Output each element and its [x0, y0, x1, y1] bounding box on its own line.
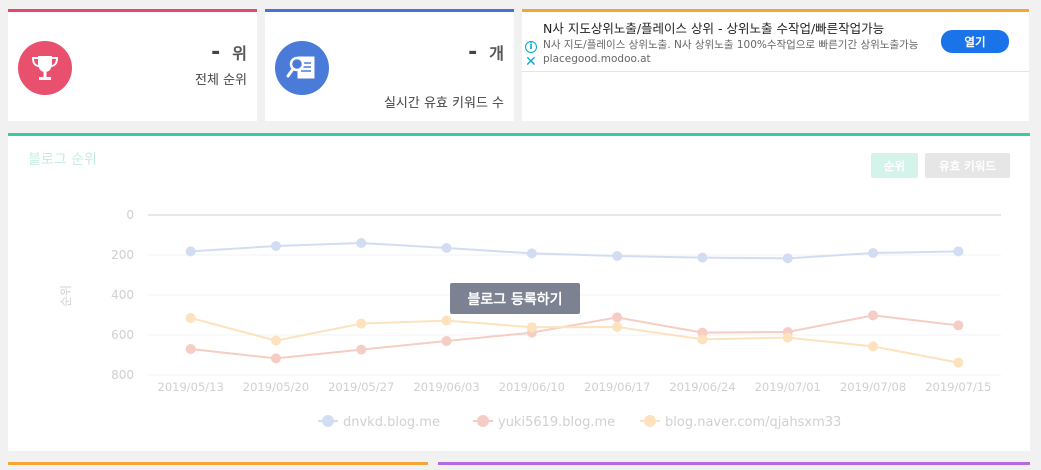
- data-point: [270, 335, 281, 346]
- keyword-count-label: 실시간 유효 키워드 수: [383, 96, 504, 111]
- close-icon[interactable]: ✕: [525, 54, 537, 70]
- bottom-card-accent-purple: [438, 462, 1030, 465]
- rank-value: - 위: [211, 40, 247, 64]
- y-tick-label: 400: [111, 288, 134, 302]
- data-point: [782, 332, 793, 343]
- data-point: [782, 253, 793, 264]
- bottom-card-accent-orange: [8, 462, 428, 465]
- x-tick-label: 2019/06/24: [669, 380, 735, 394]
- legend-label: blog.naver.com/qjahsxm33: [665, 415, 841, 430]
- x-tick-label: 2019/05/13: [158, 380, 224, 394]
- legend-swatch-marker: [644, 415, 656, 427]
- legend-label: dnvkd.blog.me: [343, 415, 440, 430]
- data-point: [612, 312, 623, 323]
- keyword-count-number: -: [468, 40, 478, 65]
- data-point: [185, 344, 196, 354]
- y-axis-label: 순위: [59, 285, 73, 307]
- data-point: [953, 357, 964, 368]
- data-point: [612, 322, 623, 332]
- series-line: [190, 314, 959, 360]
- data-point: [697, 334, 708, 345]
- data-point: [953, 320, 964, 331]
- ad-banner[interactable]: N사 지도상위노출/플레이스 상위 - 상위노출 수작업/빠른작업가능 i ✕ …: [522, 12, 1029, 72]
- data-point: [612, 251, 623, 261]
- data-point: [953, 246, 964, 257]
- series-line: [190, 317, 959, 364]
- panel-title: 블로그 순위: [28, 152, 97, 168]
- legend-swatch-marker: [322, 415, 334, 427]
- x-tick-label: 2019/07/01: [755, 380, 821, 394]
- data-point: [441, 243, 452, 253]
- data-point: [356, 344, 367, 355]
- data-point: [868, 310, 879, 321]
- legend-swatch-marker: [477, 415, 489, 427]
- y-tick-label: 600: [111, 328, 134, 342]
- ad-title[interactable]: N사 지도상위노출/플레이스 상위 - 상위노출 수작업/빠른작업가능: [543, 21, 885, 36]
- data-point: [270, 353, 281, 364]
- register-blog-button[interactable]: 블로그 등록하기: [450, 283, 580, 314]
- toggle-keywords-button[interactable]: 유효 키워드: [925, 153, 1010, 178]
- data-point: [868, 341, 879, 352]
- trophy-icon: [18, 41, 72, 95]
- ad-description[interactable]: N사 지도/플레이스 상위노출. N사 상위노출 100%수작업으로 빠른기간 …: [543, 39, 919, 65]
- keyword-stat-card: - 개 실시간 유효 키워드 수: [265, 9, 514, 121]
- keyword-search-icon: [275, 41, 329, 95]
- x-tick-label: 2019/06/03: [413, 380, 479, 394]
- y-tick-label: 200: [111, 248, 134, 262]
- keyword-count-unit: 개: [489, 44, 504, 63]
- data-point: [356, 318, 367, 329]
- ad-card: N사 지도상위노출/플레이스 상위 - 상위노출 수작업/빠른작업가능 i ✕ …: [522, 9, 1029, 121]
- rank-label: 전체 순위: [195, 73, 247, 88]
- data-point: [270, 241, 281, 251]
- x-tick-label: 2019/05/20: [243, 380, 309, 394]
- legend-label: yuki5619.blog.me: [498, 415, 615, 430]
- blog-rank-panel: 블로그 순위 순위 유효 키워드 0 200 400 600 800 순위 2019/05/…: [8, 133, 1030, 451]
- rank-stat-card: - 위 전체 순위: [8, 9, 257, 121]
- y-tick-label: 0: [126, 208, 134, 222]
- x-tick-label: 2019/06/17: [584, 380, 650, 394]
- data-point: [356, 238, 367, 248]
- x-tick-label: 2019/05/27: [328, 380, 394, 394]
- keyword-count-value: - 개: [468, 40, 504, 64]
- data-point: [185, 313, 196, 323]
- info-icon[interactable]: i: [525, 41, 537, 53]
- rank-number: -: [211, 40, 221, 65]
- y-tick-label: 800: [111, 368, 134, 382]
- data-point: [868, 248, 879, 258]
- data-point: [526, 322, 537, 333]
- x-tick-label: 2019/07/15: [925, 380, 991, 394]
- data-point: [441, 336, 452, 346]
- data-point: [441, 315, 452, 326]
- ad-open-button[interactable]: 열기: [941, 30, 1009, 53]
- rank-unit: 위: [232, 44, 247, 63]
- toggle-rank-button[interactable]: 순위: [871, 153, 918, 178]
- data-point: [526, 248, 537, 259]
- series-line: [190, 241, 959, 260]
- data-point: [185, 246, 196, 257]
- chart-toggle-group: 순위 유효 키워드: [871, 153, 1010, 178]
- x-tick-label: 2019/07/08: [840, 380, 906, 394]
- x-tick-label: 2019/06/10: [499, 380, 565, 394]
- data-point: [697, 252, 708, 263]
